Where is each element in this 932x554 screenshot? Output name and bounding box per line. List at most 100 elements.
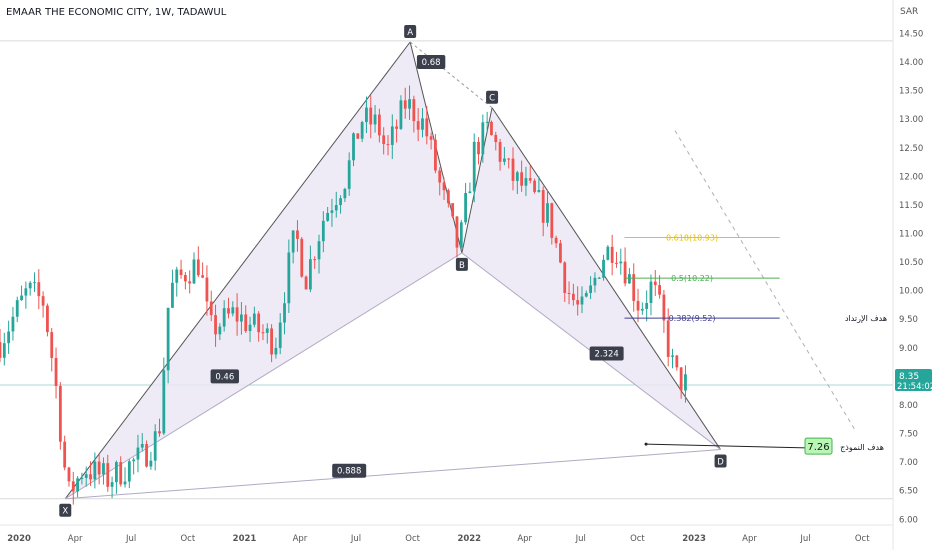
candle-body: [653, 281, 657, 286]
ratio-badge: [210, 369, 239, 384]
candle-body: [317, 241, 321, 260]
candle: [640, 302, 644, 315]
candle-body: [270, 328, 273, 355]
x-tick-label: Jul: [799, 534, 810, 544]
candle-body: [382, 135, 386, 145]
candle: [235, 293, 239, 336]
fib-level-label: 0.382(9.52): [669, 314, 716, 323]
candle: [214, 304, 217, 347]
candle-body: [123, 481, 127, 485]
candle: [123, 467, 127, 488]
candle: [11, 306, 15, 341]
x-tick-label: Apr: [293, 534, 308, 544]
candle: [334, 191, 338, 218]
candle: [97, 454, 101, 485]
candle-body: [464, 193, 467, 223]
candle: [546, 189, 549, 227]
candle-body: [0, 342, 2, 358]
candle-body: [106, 463, 110, 487]
candle: [313, 256, 317, 269]
candle: [554, 235, 558, 248]
candle-body: [571, 293, 575, 301]
pattern-point-d: D: [714, 454, 727, 468]
candle-body: [153, 431, 157, 461]
candle: [507, 157, 511, 169]
candle: [7, 320, 11, 354]
x-tick-label: Jul: [125, 534, 136, 544]
ratio-label: 2.324: [594, 350, 618, 360]
candle: [511, 147, 515, 191]
candle: [140, 433, 144, 452]
candle-body: [658, 285, 661, 295]
candle-body: [498, 142, 502, 162]
candle: [15, 296, 19, 323]
candle: [227, 297, 230, 319]
candle: [649, 274, 653, 316]
ratio-label-group: 0.46: [210, 369, 239, 384]
candle: [80, 472, 84, 485]
candle: [550, 202, 554, 245]
candle-body: [140, 443, 144, 448]
candle-body: [347, 160, 351, 189]
pattern-point-b: B: [455, 257, 468, 271]
candle: [339, 195, 342, 214]
candle: [421, 108, 424, 138]
candle-body: [524, 178, 528, 186]
candle-body: [352, 133, 355, 161]
ratio-label: 0.888: [337, 467, 361, 477]
candle: [403, 87, 407, 119]
candle-body: [11, 316, 15, 332]
candle-body: [528, 178, 532, 181]
candle: [2, 332, 6, 366]
candle: [127, 459, 131, 489]
candle: [606, 245, 610, 261]
y-tick-label: 10.50: [899, 258, 923, 268]
x-tick-label: 2023: [682, 534, 706, 544]
candle: [395, 119, 399, 143]
leg-xd: [65, 449, 721, 500]
candle-body: [615, 262, 618, 264]
candle-body: [93, 461, 97, 480]
candle-body: [37, 282, 41, 297]
candle-body: [244, 314, 248, 332]
candle-body: [675, 355, 679, 368]
candle: [464, 183, 467, 225]
candle: [524, 166, 528, 197]
candle: [76, 476, 79, 498]
candle-body: [649, 281, 653, 303]
candle-body: [533, 180, 536, 192]
candle: [145, 440, 148, 468]
y-tick-label: 6.00: [899, 515, 918, 525]
current-price-badge[interactable]: 8.35 21:54:02: [895, 369, 932, 392]
candle: [412, 95, 416, 133]
candle-body: [33, 282, 36, 284]
candle-body: [218, 326, 222, 335]
ratio-label: 0.46: [215, 372, 234, 382]
candle: [382, 127, 386, 155]
candle: [602, 254, 605, 281]
candle: [0, 328, 2, 362]
x-tick-label: Apr: [517, 534, 532, 544]
candle: [67, 466, 71, 487]
candle: [63, 435, 67, 471]
chart-title: EMAAR THE ECONOMIC CITY, 1W, TADAWUL: [6, 7, 227, 18]
x-tick-label: 2021: [233, 534, 257, 544]
candle: [33, 272, 36, 292]
candle-body: [7, 331, 11, 344]
candle-body: [183, 275, 187, 282]
candle-body: [296, 230, 299, 239]
y-tick-label: 9.00: [899, 344, 918, 354]
candle: [567, 281, 571, 305]
candle: [584, 290, 588, 298]
y-tick-label: 11.50: [899, 201, 923, 211]
candle-body: [222, 308, 226, 327]
candle: [537, 176, 541, 193]
candle: [308, 245, 312, 293]
candle-body: [136, 447, 140, 460]
candle: [645, 290, 649, 322]
candle-body: [438, 170, 442, 183]
candle-body: [597, 277, 601, 279]
candle: [274, 337, 278, 359]
